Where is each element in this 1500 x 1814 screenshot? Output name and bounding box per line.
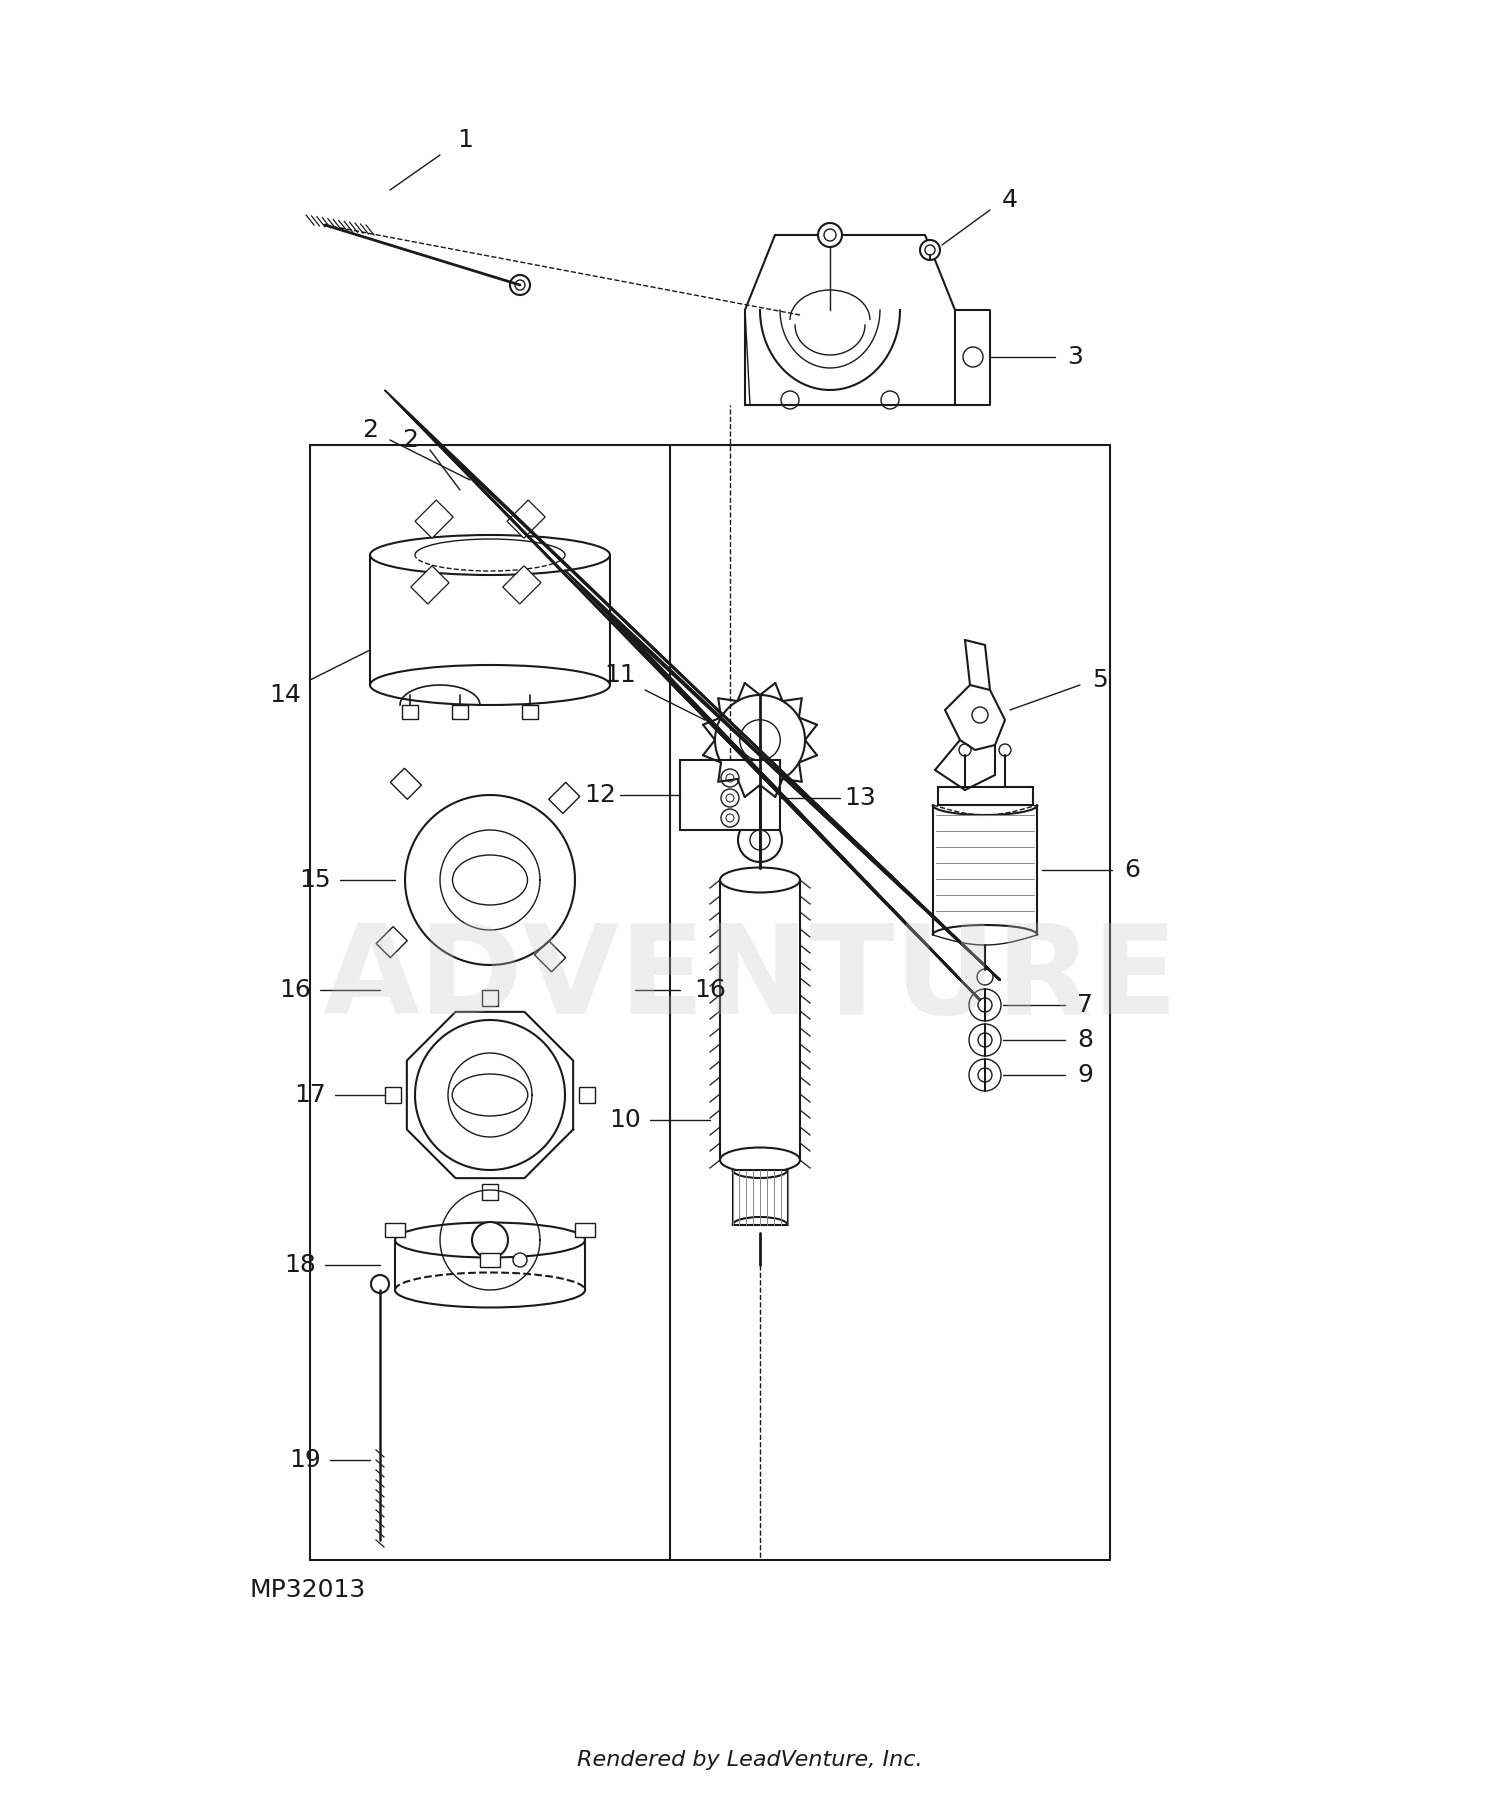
Bar [482,990,498,1007]
Bar [507,501,544,539]
Bar [734,1170,788,1224]
Circle shape [972,707,988,724]
Bar [402,706,418,718]
Text: 9: 9 [1077,1063,1094,1087]
Circle shape [726,795,734,802]
Circle shape [782,392,800,408]
Text: 14: 14 [268,684,302,707]
Bar [390,767,422,800]
Text: Rendered by LeadVenture, Inc.: Rendered by LeadVenture, Inc. [578,1751,922,1770]
Text: 3: 3 [1066,345,1083,368]
Text: 12: 12 [584,784,616,807]
Text: 5: 5 [1092,668,1108,691]
Text: 13: 13 [844,785,876,811]
Bar [534,941,566,972]
Circle shape [722,769,740,787]
Bar [680,760,780,831]
Circle shape [510,276,530,296]
Circle shape [999,744,1011,756]
Circle shape [969,989,1000,1021]
Bar [503,566,542,604]
Text: 8: 8 [1077,1029,1094,1052]
Circle shape [722,809,740,827]
Circle shape [472,1223,508,1257]
Circle shape [716,695,806,785]
Bar [411,566,448,604]
Text: 11: 11 [604,662,636,688]
Circle shape [978,1068,992,1081]
Bar [482,1185,498,1201]
Circle shape [969,1059,1000,1090]
Text: ADVENTURE: ADVENTURE [322,920,1178,1041]
Bar [480,1253,500,1266]
Circle shape [976,969,993,985]
Bar [416,501,453,539]
Circle shape [726,814,734,822]
Circle shape [958,744,970,756]
Text: 6: 6 [1124,858,1140,882]
Bar [384,1223,405,1237]
Text: 17: 17 [294,1083,326,1107]
Circle shape [978,998,992,1012]
Text: 1: 1 [458,129,472,152]
Bar [576,1223,596,1237]
Text: 4: 4 [1002,189,1019,212]
Text: 16: 16 [279,978,310,1001]
Circle shape [978,1032,992,1047]
Text: 15: 15 [298,869,332,892]
Text: 7: 7 [1077,992,1094,1018]
Bar [452,706,468,718]
Circle shape [722,789,740,807]
Circle shape [738,818,782,862]
Circle shape [969,1023,1000,1056]
Circle shape [880,392,898,408]
Circle shape [926,245,934,256]
Bar [579,1087,596,1103]
Circle shape [740,720,780,760]
Circle shape [726,775,734,782]
Circle shape [750,831,770,851]
Circle shape [514,279,525,290]
Circle shape [963,346,982,366]
Circle shape [818,223,842,247]
Text: 16: 16 [694,978,726,1001]
Circle shape [370,1275,388,1293]
Text: 18: 18 [284,1253,316,1277]
Circle shape [824,229,836,241]
Bar [386,1087,400,1103]
Text: MP32013: MP32013 [251,1578,366,1602]
Bar [522,706,538,718]
Text: 10: 10 [609,1108,640,1132]
Circle shape [513,1253,526,1266]
Text: 19: 19 [290,1448,321,1471]
Bar [938,787,1034,805]
Circle shape [920,239,940,259]
Bar [376,927,408,958]
Polygon shape [746,236,956,405]
Bar [549,782,580,813]
Text: 2: 2 [402,428,418,452]
Text: 2: 2 [362,417,378,443]
